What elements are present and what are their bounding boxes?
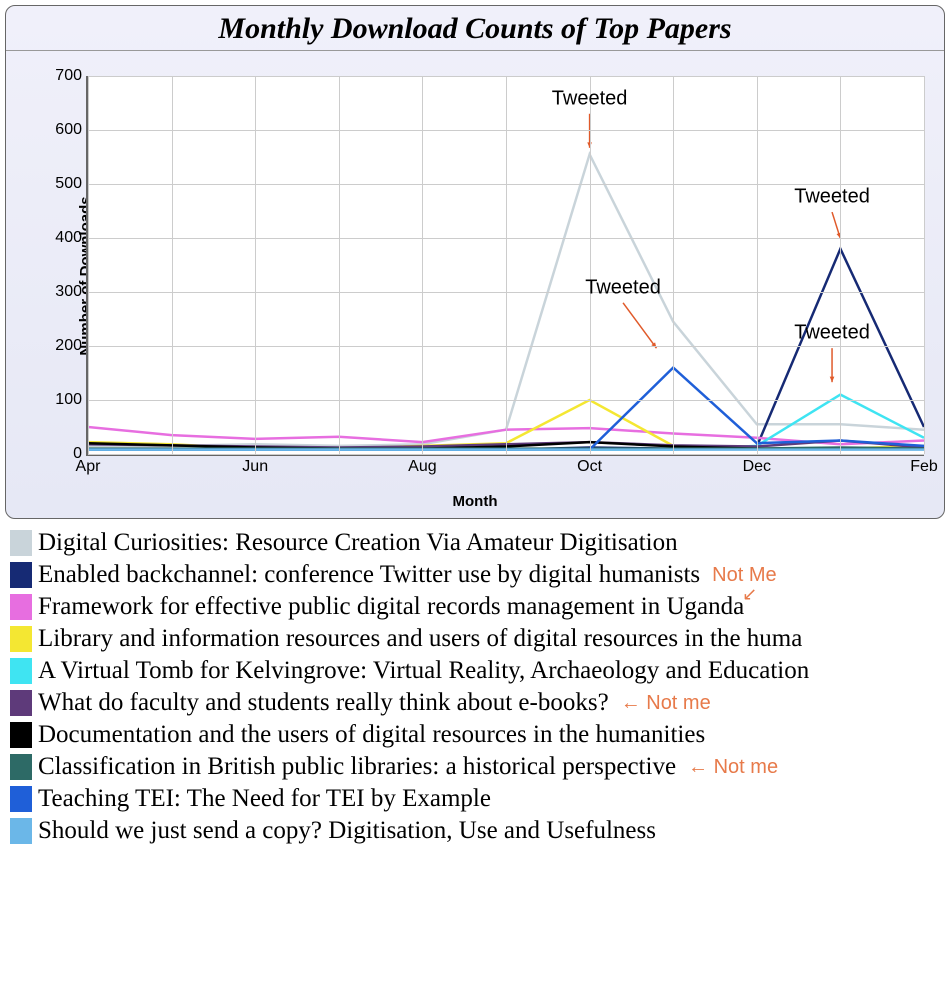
y-tick-label: 700 — [55, 67, 82, 85]
legend-label: Framework for effective public digital r… — [38, 593, 744, 621]
legend-item: Library and information resources and us… — [10, 623, 950, 655]
gridline-v — [840, 76, 841, 454]
gridline-v — [339, 76, 340, 454]
legend-swatch — [10, 786, 32, 812]
legend-label: What do faculty and students really thin… — [38, 689, 609, 717]
legend-item: Teaching TEI: The Need for TEI by Exampl… — [10, 783, 950, 815]
y-tick-label: 200 — [55, 337, 82, 355]
legend-note: ← Not me — [688, 756, 778, 779]
legend-label: Library and information resources and us… — [38, 625, 802, 653]
legend-swatch — [10, 818, 32, 844]
x-axis-label: Month — [6, 491, 944, 518]
gridline-v — [590, 76, 591, 454]
legend-item: What do faculty and students really thin… — [10, 687, 950, 719]
legend-label: Should we just send a copy? Digitisation… — [38, 817, 656, 845]
x-tick-label: Jun — [242, 458, 268, 476]
y-tick-label: 300 — [55, 283, 82, 301]
legend-item: Classification in British public librari… — [10, 751, 950, 783]
legend-note-arrow-icon: ↙ — [742, 584, 757, 605]
legend-swatch — [10, 530, 32, 556]
legend-item: Should we just send a copy? Digitisation… — [10, 815, 950, 847]
gridline-v — [88, 76, 89, 454]
x-tick-label: Apr — [76, 458, 101, 476]
legend-swatch — [10, 594, 32, 620]
chart-annotation: Tweeted — [585, 276, 661, 299]
chart-annotation: Tweeted — [794, 185, 870, 208]
legend-label: A Virtual Tomb for Kelvingrove: Virtual … — [38, 657, 809, 685]
y-tick-label: 400 — [55, 229, 82, 247]
chart-title: Monthly Download Counts of Top Papers — [6, 6, 944, 51]
legend-swatch — [10, 722, 32, 748]
legend-note: Not Me↙ — [712, 564, 776, 587]
legend-swatch — [10, 658, 32, 684]
legend-swatch — [10, 562, 32, 588]
legend-swatch — [10, 690, 32, 716]
gridline-h — [88, 454, 924, 455]
legend-item: Framework for effective public digital r… — [10, 591, 950, 623]
plot-inner: 0100200300400500600700AprJunAugOctDecFeb… — [86, 76, 924, 456]
x-tick-label: Aug — [408, 458, 436, 476]
gridline-v — [506, 76, 507, 454]
legend-item: Documentation and the users of digital r… — [10, 719, 950, 751]
legend: Digital Curiosities: Resource Creation V… — [10, 527, 950, 847]
annotation-arrowhead — [830, 377, 835, 382]
legend-item: A Virtual Tomb for Kelvingrove: Virtual … — [10, 655, 950, 687]
chart-panel: Monthly Download Counts of Top Papers Nu… — [5, 5, 945, 519]
legend-label: Classification in British public librari… — [38, 753, 676, 781]
annotation-arrow — [623, 303, 656, 348]
legend-swatch — [10, 754, 32, 780]
legend-label: Teaching TEI: The Need for TEI by Exampl… — [38, 785, 491, 813]
y-tick-label: 600 — [55, 121, 82, 139]
gridline-v — [673, 76, 674, 454]
x-tick-label: Feb — [910, 458, 938, 476]
chart-annotation: Tweeted — [552, 87, 628, 110]
x-tick-label: Dec — [743, 458, 771, 476]
legend-swatch — [10, 626, 32, 652]
gridline-v — [172, 76, 173, 454]
legend-label: Enabled backchannel: conference Twitter … — [38, 561, 700, 589]
gridline-v — [757, 76, 758, 454]
y-tick-label: 100 — [55, 391, 82, 409]
chart-annotation: Tweeted — [794, 322, 870, 345]
legend-item: Enabled backchannel: conference Twitter … — [10, 559, 950, 591]
legend-label: Documentation and the users of digital r… — [38, 721, 705, 749]
x-tick-label: Oct — [577, 458, 602, 476]
legend-label: Digital Curiosities: Resource Creation V… — [38, 529, 678, 557]
legend-item: Digital Curiosities: Resource Creation V… — [10, 527, 950, 559]
plot-area: Number of Downloads 01002003004005006007… — [16, 61, 934, 491]
gridline-v — [422, 76, 423, 454]
y-tick-label: 500 — [55, 175, 82, 193]
gridline-v — [924, 76, 925, 454]
gridline-v — [255, 76, 256, 454]
legend-note: ← Not me — [621, 692, 711, 715]
